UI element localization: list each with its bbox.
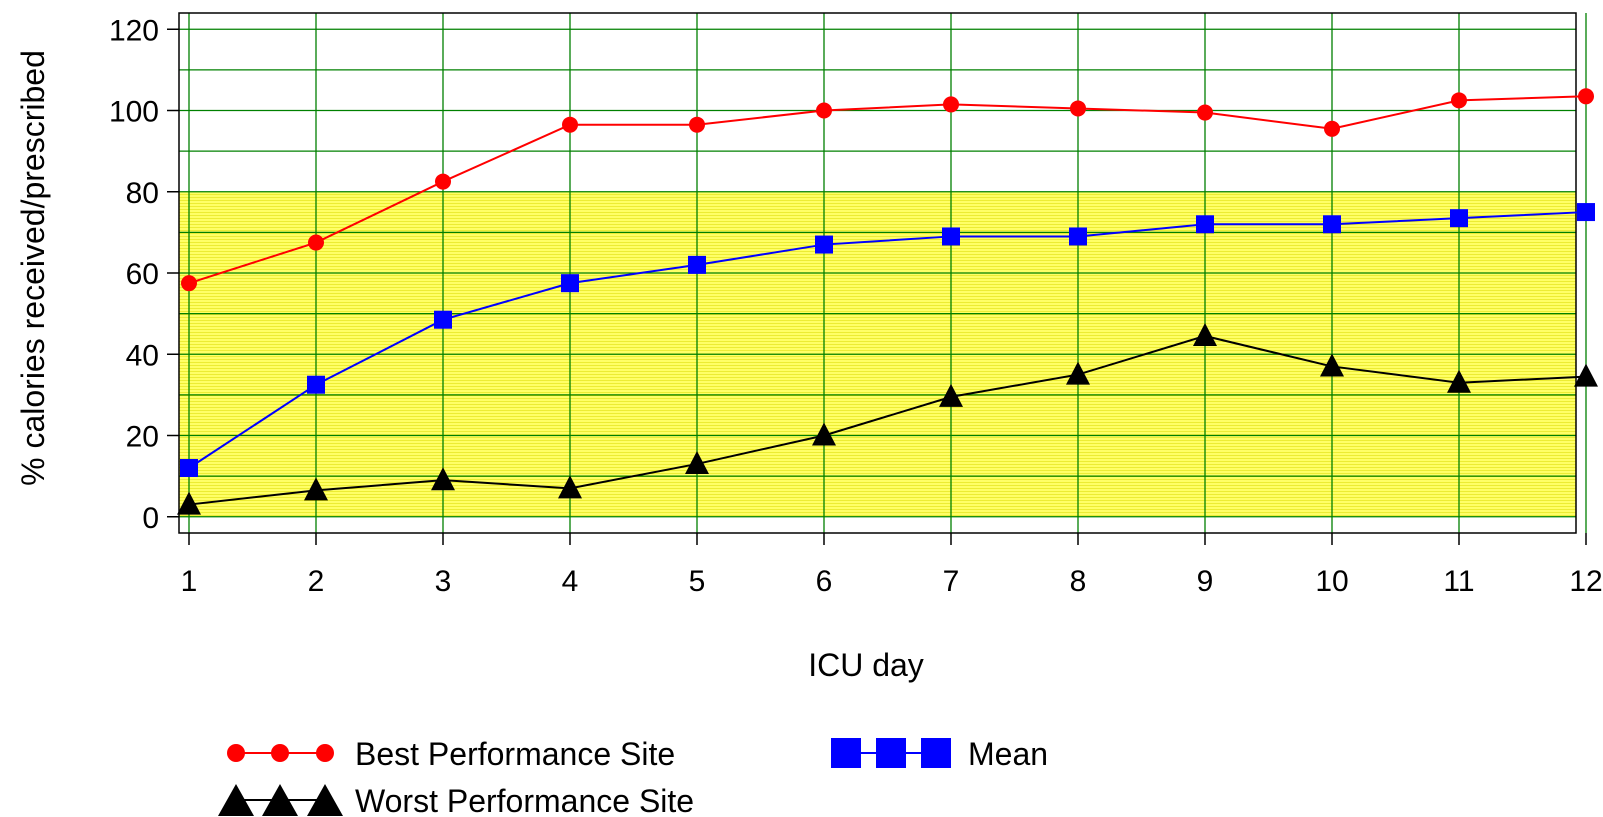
legend-marker-best-2 (271, 744, 289, 762)
data-point (688, 255, 706, 274)
data-point (815, 235, 833, 254)
x-tick-label: 7 (943, 565, 960, 598)
legend-label-mean: Mean (968, 736, 1048, 772)
legend-marker-best-3 (316, 744, 334, 762)
legend-marker-mean-3 (921, 738, 951, 768)
y-tick-label: 60 (126, 258, 159, 291)
legend-marker-mean-1 (831, 738, 861, 768)
data-point (304, 477, 328, 501)
data-point (1578, 88, 1594, 105)
data-point (942, 227, 960, 246)
x-tick-label: 5 (689, 565, 706, 598)
data-point (939, 383, 963, 407)
data-point (307, 375, 325, 394)
data-point (1070, 100, 1086, 117)
data-point (1196, 215, 1214, 234)
y-tick-label: 120 (109, 14, 159, 47)
series-worst-performance-site (177, 322, 1598, 515)
data-point (562, 116, 578, 133)
x-tick-label: 3 (435, 565, 452, 598)
legend-marker-best-1 (227, 744, 245, 762)
y-axis-title: % calories received/prescribed (15, 50, 51, 486)
legend-entry-mean: Mean (831, 736, 1048, 772)
series-line (188, 211, 1587, 469)
legend-marker-worst-2 (262, 784, 298, 816)
y-tick-label: 80 (126, 177, 159, 210)
data-point (435, 173, 451, 190)
data-point (434, 310, 452, 329)
x-axis-title: ICU day (808, 647, 924, 683)
data-point (1323, 215, 1341, 234)
x-tick-label: 10 (1315, 565, 1348, 598)
data-point (685, 450, 709, 474)
x-tick-label: 12 (1569, 565, 1602, 598)
y-tick-label: 100 (109, 96, 159, 129)
x-tick-label: 6 (816, 565, 833, 598)
series-line (188, 95, 1587, 285)
data-point (181, 275, 197, 292)
data-point (308, 234, 324, 251)
x-tick-label: 4 (562, 565, 579, 598)
series-line (188, 334, 1587, 506)
data-point (1193, 322, 1217, 346)
data-point (1320, 353, 1344, 377)
x-tick-label: 8 (1070, 565, 1087, 598)
data-point (1451, 92, 1467, 109)
legend-entry-worst: Worst Performance Site (218, 783, 694, 817)
data-point (431, 467, 455, 491)
data-point (1577, 203, 1595, 222)
y-tick-label: 40 (126, 339, 159, 372)
data-point (1447, 369, 1471, 393)
data-point (1574, 363, 1598, 387)
y-tick-label: 0 (142, 502, 159, 535)
legend-marker-worst-1 (218, 784, 254, 816)
data-point (943, 96, 959, 113)
legend: Best Performance Site Worst Performance … (218, 736, 1048, 817)
x-tick-label: 11 (1443, 565, 1474, 598)
data-point (689, 116, 705, 133)
data-point (1197, 104, 1213, 121)
plot-area (179, 13, 1587, 533)
legend-entry-best: Best Performance Site (227, 736, 675, 772)
data-point (177, 491, 201, 515)
series-best-performance-site (181, 88, 1594, 292)
data-point (180, 459, 198, 477)
series-mean (180, 203, 1595, 477)
legend-label-worst: Worst Performance Site (355, 783, 694, 817)
data-point (558, 475, 582, 499)
legend-marker-mean-2 (876, 738, 906, 768)
data-point (1324, 120, 1340, 137)
data-point (561, 274, 579, 293)
data-point (1069, 227, 1087, 246)
data-point (816, 102, 832, 119)
x-tick-label: 2 (308, 565, 325, 598)
legend-label-best: Best Performance Site (355, 736, 675, 772)
y-tick-label: 20 (126, 421, 159, 454)
data-point (812, 422, 836, 446)
series-group (177, 88, 1598, 515)
x-tick-label: 9 (1197, 565, 1214, 598)
data-point (1450, 209, 1468, 228)
data-point (1066, 361, 1090, 385)
legend-marker-worst-3 (307, 784, 343, 816)
x-tick-label: 1 (181, 565, 198, 598)
